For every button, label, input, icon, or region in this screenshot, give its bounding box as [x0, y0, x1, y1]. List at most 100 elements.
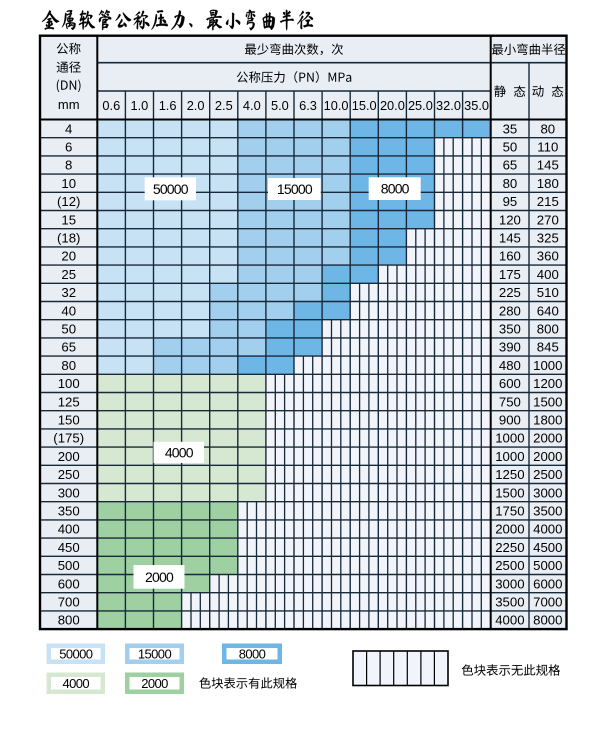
svg-text:225: 225: [499, 285, 521, 300]
svg-text:32.0: 32.0: [436, 98, 461, 113]
svg-text:1000: 1000: [495, 431, 524, 446]
svg-text:270: 270: [537, 212, 559, 227]
svg-text:3000: 3000: [495, 576, 524, 591]
svg-text:1000: 1000: [533, 358, 562, 373]
svg-text:6000: 6000: [533, 576, 562, 591]
svg-text:20.0: 20.0: [380, 98, 405, 113]
svg-text:5000: 5000: [533, 558, 562, 573]
svg-text:2.5: 2.5: [215, 98, 233, 113]
svg-text:3500: 3500: [533, 504, 562, 519]
svg-text:845: 845: [537, 340, 559, 355]
svg-text:25: 25: [61, 267, 76, 282]
svg-text:8000: 8000: [381, 181, 410, 197]
svg-text:50: 50: [503, 140, 518, 155]
svg-text:640: 640: [537, 303, 559, 318]
svg-text:510: 510: [537, 285, 559, 300]
svg-text:400: 400: [58, 522, 80, 537]
svg-text:280: 280: [499, 303, 521, 318]
svg-text:1750: 1750: [495, 504, 524, 519]
svg-text:1.0: 1.0: [131, 98, 149, 113]
svg-text:4.0: 4.0: [243, 98, 261, 113]
svg-text:480: 480: [499, 358, 521, 373]
svg-text:(12): (12): [57, 194, 80, 209]
svg-text:80: 80: [503, 176, 518, 191]
svg-text:125: 125: [58, 394, 80, 409]
svg-text:50000: 50000: [153, 181, 189, 197]
svg-text:160: 160: [499, 249, 521, 264]
svg-text:32: 32: [61, 285, 76, 300]
svg-text:80: 80: [61, 358, 76, 373]
svg-text:200: 200: [58, 449, 80, 464]
svg-text:2500: 2500: [533, 467, 562, 482]
svg-text:15.0: 15.0: [352, 98, 377, 113]
svg-text:390: 390: [499, 340, 521, 355]
svg-text:35.0: 35.0: [464, 98, 489, 113]
svg-text:2000: 2000: [533, 449, 562, 464]
svg-text:mm: mm: [58, 97, 80, 112]
svg-text:5.0: 5.0: [271, 98, 289, 113]
svg-text:6.3: 6.3: [299, 98, 317, 113]
svg-text:1000: 1000: [495, 449, 524, 464]
svg-text:1250: 1250: [495, 467, 524, 482]
svg-text:4000: 4000: [495, 613, 524, 628]
svg-text:65: 65: [61, 340, 76, 355]
svg-text:450: 450: [58, 540, 80, 555]
svg-text:25.0: 25.0: [408, 98, 433, 113]
svg-text:2000: 2000: [141, 676, 168, 691]
svg-text:1200: 1200: [533, 376, 562, 391]
svg-text:40: 40: [61, 303, 76, 318]
svg-text:2000: 2000: [533, 431, 562, 446]
svg-text:215: 215: [537, 194, 559, 209]
svg-text:7000: 7000: [533, 595, 562, 610]
svg-text:50: 50: [61, 322, 76, 337]
svg-text:10.0: 10.0: [324, 98, 349, 113]
svg-text:400: 400: [537, 267, 559, 282]
svg-text:1.6: 1.6: [159, 98, 177, 113]
svg-text:15000: 15000: [138, 646, 172, 661]
svg-text:50000: 50000: [59, 646, 93, 661]
svg-text:1500: 1500: [533, 394, 562, 409]
svg-text:2500: 2500: [495, 558, 524, 573]
svg-text:4500: 4500: [533, 540, 562, 555]
svg-text:4000: 4000: [165, 444, 194, 460]
svg-text:120: 120: [499, 212, 521, 227]
svg-text:6: 6: [65, 140, 72, 155]
svg-text:8: 8: [65, 158, 72, 173]
svg-text:800: 800: [537, 322, 559, 337]
svg-text:65: 65: [503, 158, 518, 173]
svg-text:325: 325: [537, 231, 559, 246]
svg-text:145: 145: [499, 231, 521, 246]
svg-text:900: 900: [499, 413, 521, 428]
svg-text:360: 360: [537, 249, 559, 264]
svg-text:8000: 8000: [533, 613, 562, 628]
svg-text:3500: 3500: [495, 595, 524, 610]
svg-text:150: 150: [58, 413, 80, 428]
svg-text:500: 500: [58, 558, 80, 573]
svg-text:2250: 2250: [495, 540, 524, 555]
svg-text:80: 80: [540, 121, 555, 136]
svg-text:1500: 1500: [495, 485, 524, 500]
svg-text:10: 10: [61, 176, 76, 191]
svg-text:110: 110: [537, 140, 558, 155]
svg-text:600: 600: [499, 376, 521, 391]
svg-text:800: 800: [58, 613, 80, 628]
svg-text:8000: 8000: [239, 646, 266, 661]
svg-text:175: 175: [499, 267, 521, 282]
svg-text:300: 300: [58, 485, 80, 500]
svg-text:35: 35: [503, 121, 518, 136]
svg-text:20: 20: [61, 249, 76, 264]
svg-text:4000: 4000: [533, 522, 562, 537]
svg-text:350: 350: [58, 504, 80, 519]
svg-text:250: 250: [58, 467, 80, 482]
svg-text:180: 180: [537, 176, 559, 191]
svg-text:3000: 3000: [533, 485, 562, 500]
svg-text:350: 350: [499, 322, 521, 337]
svg-text:600: 600: [58, 576, 80, 591]
svg-text:700: 700: [58, 595, 80, 610]
svg-text:100: 100: [58, 376, 80, 391]
svg-text:145: 145: [537, 158, 559, 173]
svg-text:0.6: 0.6: [102, 98, 120, 113]
svg-text:4: 4: [65, 121, 72, 136]
svg-text:(175): (175): [53, 431, 84, 446]
svg-text:15000: 15000: [277, 181, 313, 197]
